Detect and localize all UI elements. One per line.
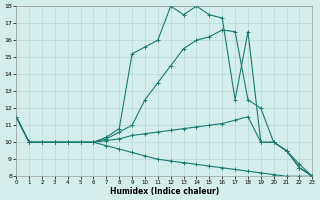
X-axis label: Humidex (Indice chaleur): Humidex (Indice chaleur): [110, 187, 219, 196]
